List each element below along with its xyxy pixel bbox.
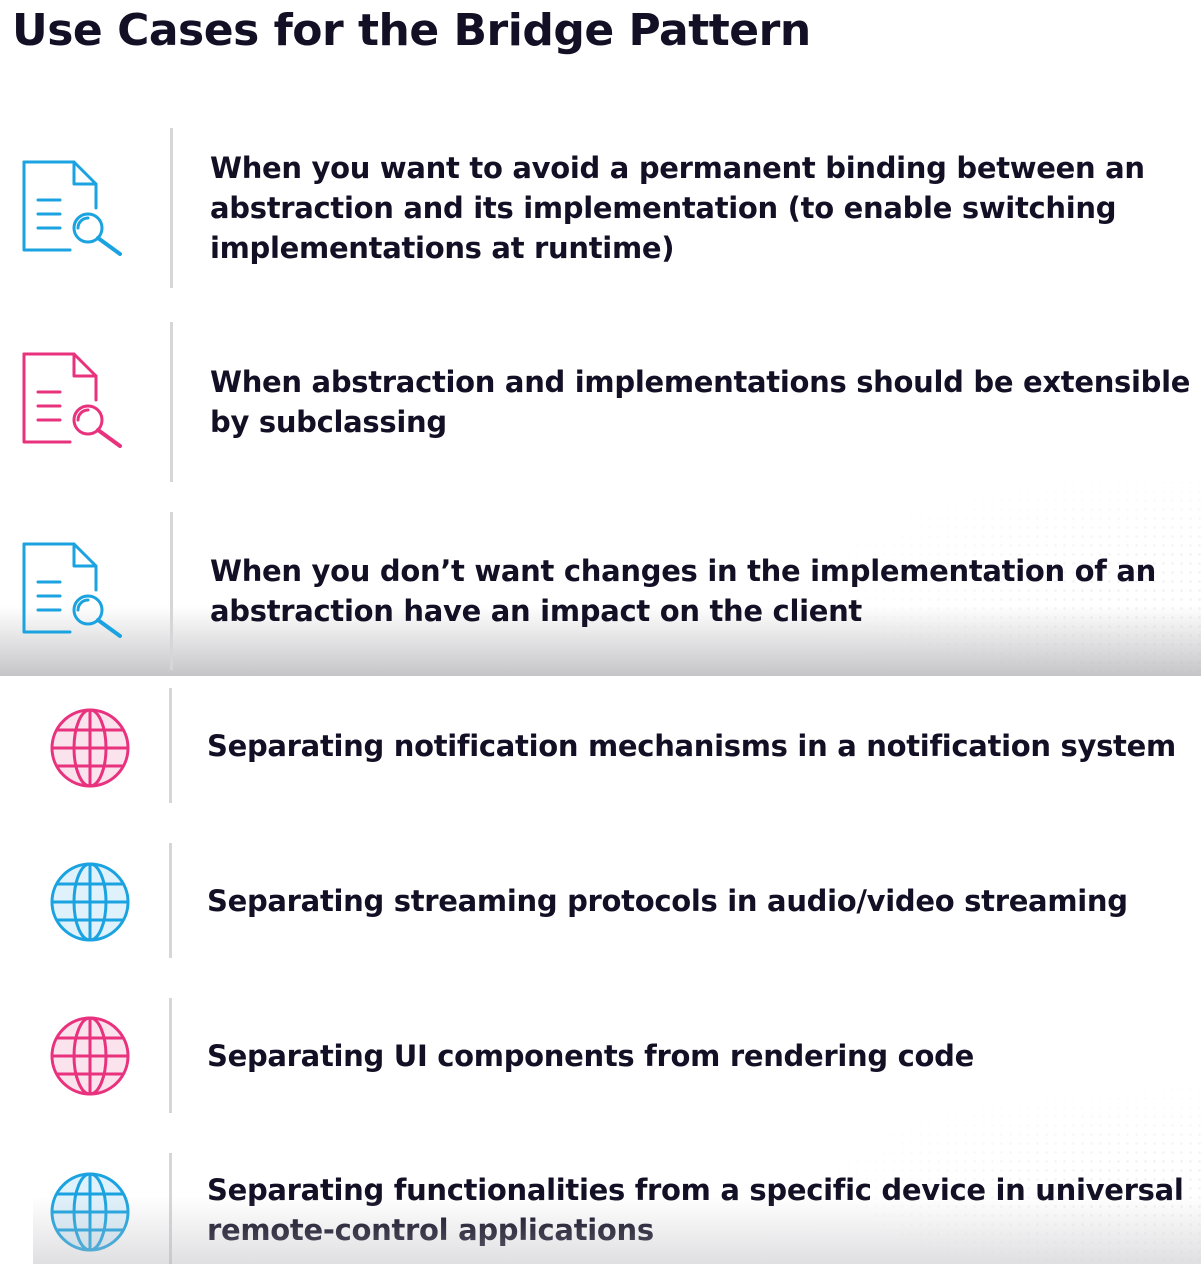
document-search-icon bbox=[22, 352, 122, 448]
item-divider bbox=[169, 998, 172, 1113]
use-case-2-text: When abstraction and implementations sho… bbox=[210, 365, 1191, 439]
use-case-1-text: When you want to avoid a permanent bindi… bbox=[210, 151, 1145, 265]
frame-bottom-shadow bbox=[33, 1196, 1201, 1264]
globe-icon bbox=[50, 708, 130, 788]
bottom-slide-panel: Separating notification mechanisms in a … bbox=[0, 676, 1201, 1264]
use-case-5-text: Separating streaming protocols in audio/… bbox=[207, 884, 1128, 918]
item-divider bbox=[169, 688, 172, 803]
use-case-6-text: Separating UI components from rendering … bbox=[207, 1039, 974, 1073]
use-case-4-text: Separating notification mechanisms in a … bbox=[207, 729, 1176, 763]
item-divider bbox=[170, 128, 173, 288]
item-divider bbox=[170, 322, 173, 482]
panel-bottom-shadow bbox=[0, 606, 1201, 676]
document-search-icon bbox=[22, 542, 122, 638]
globe-icon bbox=[50, 862, 130, 942]
item-divider bbox=[169, 1153, 172, 1264]
item-divider bbox=[170, 512, 173, 670]
top-slide-panel: Use Cases for the Bridge Pattern When yo… bbox=[0, 5, 1201, 676]
frame-edge bbox=[0, 1196, 33, 1264]
page-title: Use Cases for the Bridge Pattern bbox=[12, 5, 811, 56]
dot-pattern-decoration bbox=[781, 1076, 1201, 1264]
document-search-icon bbox=[22, 160, 122, 256]
item-divider bbox=[169, 843, 172, 958]
globe-icon bbox=[50, 1016, 130, 1096]
globe-icon bbox=[50, 1172, 130, 1252]
use-case-7-text: Separating functionalities from a specif… bbox=[207, 1173, 1184, 1247]
use-case-3-text: When you don’t want changes in the imple… bbox=[210, 554, 1156, 628]
